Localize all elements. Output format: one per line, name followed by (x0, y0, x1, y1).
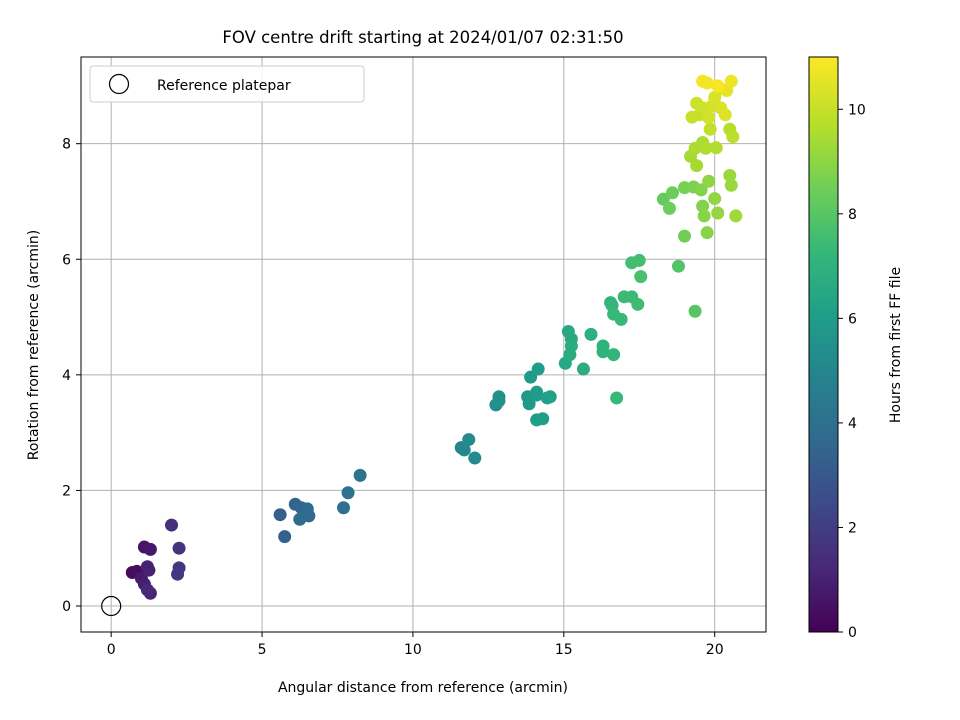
data-point (708, 192, 722, 206)
data-point (690, 159, 704, 173)
data-point (724, 74, 738, 88)
data-point (337, 501, 351, 515)
data-point (607, 348, 621, 362)
reference-platepar-marker (101, 595, 122, 617)
data-point (614, 312, 628, 326)
reference-marker-group (101, 595, 122, 617)
data-point (703, 122, 717, 136)
data-points (125, 74, 743, 600)
data-point (140, 583, 154, 597)
data-point (576, 362, 590, 376)
chart-title: FOV centre drift starting at 2024/01/07 … (222, 28, 623, 47)
data-point (724, 178, 738, 192)
legend-reference-marker-icon (108, 73, 130, 95)
colorbar-label: Hours from first FF file (888, 267, 904, 423)
data-point (165, 518, 179, 532)
colorbar-tick-label: 4 (848, 416, 857, 432)
data-point (457, 443, 471, 457)
y-axis-ticks: 0 2 4 6 8 (62, 137, 81, 615)
data-point (273, 508, 287, 522)
x-tick-label: 10 (404, 642, 422, 658)
data-point (696, 199, 710, 213)
data-point (702, 174, 716, 188)
x-tick-label: 15 (555, 642, 573, 658)
data-point (729, 209, 743, 223)
data-point (353, 468, 367, 482)
colorbar-tick-label: 2 (848, 520, 857, 536)
data-point (662, 201, 676, 215)
grid-lines (81, 57, 766, 632)
data-point (688, 304, 702, 318)
data-point (172, 541, 186, 555)
colorbar-tick-label: 10 (848, 102, 866, 118)
legend-box (89, 65, 365, 103)
legend-entry-label: Reference platepar (157, 78, 291, 94)
x-tick-label: 0 (107, 642, 116, 658)
data-point (341, 486, 355, 500)
data-point (536, 412, 550, 426)
data-point (596, 345, 610, 359)
y-tick-label: 8 (62, 137, 71, 153)
colorbar-tick-label: 6 (848, 311, 857, 327)
data-point (700, 226, 714, 240)
data-point (492, 390, 506, 404)
y-tick-label: 2 (62, 483, 71, 499)
data-point (665, 186, 679, 200)
colorbar (808, 56, 839, 633)
data-point (699, 141, 713, 155)
colorbar-ticks: 0 2 4 6 8 10 (838, 102, 866, 641)
plot-frame (80, 56, 767, 633)
data-point (718, 108, 732, 122)
data-point (634, 270, 648, 284)
x-axis-label: Angular distance from reference (arcmin) (278, 680, 568, 696)
data-point (694, 183, 708, 197)
data-point (531, 362, 545, 376)
x-tick-label: 5 (258, 642, 267, 658)
data-point (726, 130, 740, 144)
data-point (656, 192, 670, 206)
data-point (462, 433, 476, 447)
y-tick-label: 6 (62, 252, 71, 268)
data-point (543, 390, 557, 404)
y-tick-label: 0 (62, 599, 71, 615)
x-tick-label: 20 (706, 642, 724, 658)
data-point (702, 111, 716, 125)
colorbar-tick-label: 8 (848, 207, 857, 223)
data-point (171, 567, 185, 581)
data-point (610, 391, 624, 405)
data-point (711, 79, 725, 93)
x-axis-ticks: 0 5 10 15 20 (107, 632, 724, 658)
data-point (563, 348, 577, 362)
data-point (584, 327, 598, 341)
data-point (631, 297, 645, 311)
y-tick-label: 4 (62, 368, 71, 384)
y-axis-label: Rotation from reference (arcmin) (26, 230, 42, 460)
data-point (468, 451, 482, 465)
data-point (278, 530, 292, 544)
data-point (530, 385, 544, 399)
data-point (293, 512, 307, 526)
colorbar-tick-label: 0 (848, 625, 857, 641)
data-point (697, 209, 711, 223)
data-point (522, 397, 536, 411)
data-point (700, 76, 714, 90)
data-point (709, 141, 723, 155)
data-point (143, 542, 157, 556)
data-point (671, 259, 685, 273)
data-point (711, 206, 725, 220)
data-point (723, 168, 737, 182)
data-point (678, 229, 692, 243)
data-point (142, 563, 156, 577)
legend: Reference platepar (89, 65, 365, 103)
data-point (632, 253, 646, 267)
